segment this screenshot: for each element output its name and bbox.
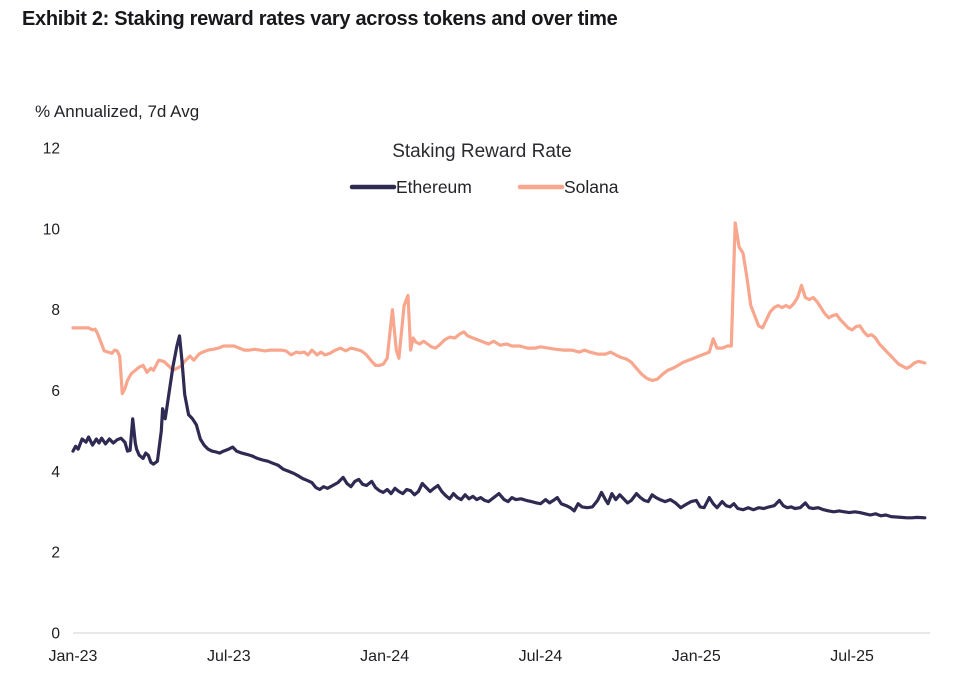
legend: Ethereum Solana <box>349 177 619 197</box>
solana-line <box>71 221 927 396</box>
y-tick-labels: 0 2 4 6 8 10 12 <box>43 141 61 643</box>
legend-label-ethereum: Ethereum <box>396 177 472 197</box>
chart-inner-title: Staking Reward Rate <box>392 141 572 162</box>
y-tick-label: 8 <box>51 302 60 319</box>
x-tick-label: Jul-23 <box>207 648 251 665</box>
y-tick-label: 6 <box>51 383 60 400</box>
x-tick-label: Jul-24 <box>519 648 563 665</box>
y-tick-label: 10 <box>43 221 61 238</box>
y-tick-label: 2 <box>51 545 60 562</box>
ethereum-line <box>71 334 927 520</box>
x-tick-label: Jan-24 <box>360 648 409 665</box>
exhibit-title: Exhibit 2: Staking reward rates vary acr… <box>22 8 618 30</box>
x-tick-label: Jan-25 <box>672 648 721 665</box>
y-tick-label: 0 <box>51 626 60 643</box>
y-axis-unit-label: % Annualized, 7d Avg <box>35 102 199 121</box>
y-tick-label: 12 <box>43 141 60 158</box>
y-tick-label: 4 <box>51 464 60 481</box>
x-tick-label: Jan-23 <box>49 648 98 665</box>
x-tick-labels: Jan-23 Jul-23 Jan-24 Jul-24 Jan-25 Jul-25 <box>49 648 874 665</box>
x-tick-label: Jul-25 <box>830 648 874 665</box>
legend-label-solana: Solana <box>564 177 619 197</box>
